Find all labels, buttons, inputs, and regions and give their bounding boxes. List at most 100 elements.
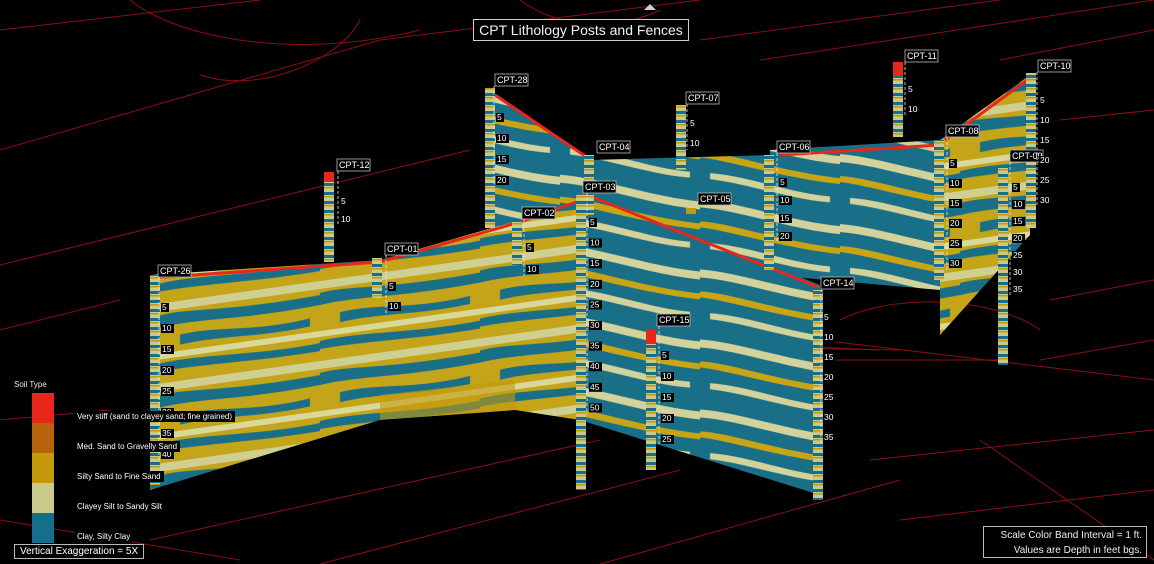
depth-label-bg [949,179,962,188]
depth-label: 20 [780,231,790,241]
depth-label-bg [823,393,836,402]
depth-label: 50 [590,402,600,412]
depth-label-bg [589,259,602,269]
depth-label: 45 [590,382,600,392]
depth-label: 20 [662,413,672,423]
depth-label: 20 [497,175,507,185]
legend-title: Soil Type [14,380,47,389]
depth-label: 20 [590,279,600,289]
depth-label-bg [589,403,602,413]
depth-label-bg [949,239,962,248]
depth-label-bg [779,178,787,187]
depth-label-bg [689,139,702,148]
depth-label: 5 [690,118,695,128]
well-name: CPT-01 [387,244,418,254]
depth-label-bg [1039,196,1052,205]
depth-label-bg [949,219,962,228]
depth-label-bg [779,214,792,223]
depth-label-bg [496,113,504,122]
well-name: CPT-02 [524,208,555,218]
well-name: CPT-06 [779,142,810,152]
depth-label-bg [823,373,836,382]
depth-label-bg [161,429,174,438]
depth-label: 5 [950,158,955,168]
depth-label-bg [823,313,831,322]
depth-label-bg [823,353,836,362]
depth-label: 15 [950,198,960,208]
legend-label: Very stiff (sand to clayey sand; fine gr… [74,411,236,422]
depth-label: 10 [690,138,700,148]
depth-label-bg [526,265,539,274]
depth-label-bg [779,196,792,205]
depth-label: 10 [908,104,918,114]
well-labels: CPT-28 CPT-07 CPT-11 CPT-10 CPT-04 CPT-06 CPT-… [157,49,1072,327]
depth-label: 25 [662,434,672,444]
depth-label-bg [1012,268,1025,277]
depth-label-bg [823,433,836,442]
depth-label-bg [1012,217,1025,226]
legend-swatch [32,393,54,423]
depth-label-bg [589,300,602,310]
well-label: CPT-12 [336,158,371,172]
depth-label-bg [1039,96,1047,105]
vertical-exaggeration-label: Vertical Exaggeration = 5X [14,544,145,559]
well-label: CPT-26 [157,264,192,278]
depth-label-bg [589,382,602,392]
legend-item: Silty Sand to Fine Sand [14,453,254,483]
scene-title: CPT Lithology Posts and Fences [473,19,689,41]
depth-label-bg [949,159,957,168]
depth-label: 10 [824,332,834,342]
depth-label: 20 [162,365,172,375]
depth-label-bg [161,450,174,459]
depth-label-bg [949,259,962,268]
legend-item: Clayey Silt to Sandy Silt [14,483,254,513]
depth-label-bg [161,324,174,333]
depth-label: 15 [824,352,834,362]
depth-label: 5 [590,217,595,227]
depth-labels: 5 10 15 20 5 10 5 10 5 10 15 20 25 30 5 10 15 20 5 10 15 20 25… [158,62,1052,461]
depth-label: 30 [590,320,600,330]
well-name: CPT-12 [339,160,370,170]
legend-label: Med. Sand to Gravelly Sand [74,441,181,452]
depth-label: 10 [1040,115,1050,125]
depth-label-bg [823,333,836,342]
depth-label-bg [1012,285,1025,294]
depth-label: 15 [497,154,507,164]
depth-label: 10 [497,133,507,143]
depth-label: 15 [162,344,172,354]
well-label: CPT-05 [697,192,732,206]
depth-label: 20 [950,218,960,228]
well-label: CPT-08 [945,124,980,138]
depth-label-bg [589,218,597,227]
depth-label-bg [589,341,602,351]
depth-label-bg [661,435,674,444]
depth-label: 5 [662,350,667,360]
depth-label-bg [1039,116,1052,125]
depth-label-bg [1039,136,1052,145]
well-label: CPT-10 [1037,59,1072,73]
depth-label: 20 [1040,155,1050,165]
depth-label: 5 [908,84,913,94]
well-name: CPT-11 [907,51,937,61]
depth-label: 40 [590,361,600,371]
well-label: CPT-07 [685,91,720,105]
well-label: CPT-14 [820,276,855,290]
well-label: CPT-06 [776,140,811,154]
depth-label: 30 [824,412,834,422]
well-name: CPT-28 [497,75,528,85]
well-name: CPT-15 [659,315,690,325]
depth-label-bg [496,176,509,185]
well-name: CPT-07 [688,93,719,103]
depth-label-bg [161,387,174,396]
well-name: CPT-26 [160,266,191,276]
depth-label: 15 [1040,135,1050,145]
fence-diagonal [580,190,820,495]
depth-label: 10 [341,214,351,224]
depth-label-bg [823,413,836,422]
scale-notes: Scale Color Band Interval = 1 ft. Values… [983,526,1147,558]
depth-label-bg [949,199,962,208]
depth-label: 15 [780,213,790,223]
depth-label-bg [388,302,401,311]
